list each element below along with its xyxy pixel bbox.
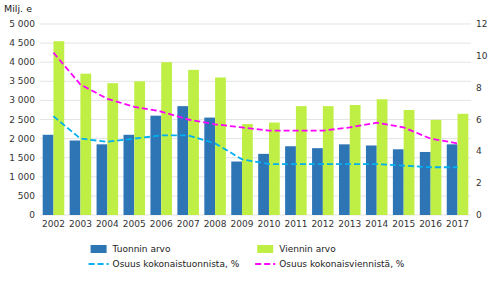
plot-area: [43, 41, 469, 215]
x-tick-label: 2002: [42, 219, 65, 229]
x-tick-label: 2016: [419, 219, 442, 229]
bar: [80, 74, 91, 215]
x-tick-label: 2012: [311, 219, 334, 229]
x-tick-label: 2003: [69, 219, 92, 229]
x-tick-label: 2008: [204, 219, 227, 229]
y2-tick-label: 2: [476, 178, 482, 188]
y-tick-label: 2 000: [9, 134, 35, 144]
legend-label: Viennin arvo: [279, 244, 336, 254]
legend-item: Osuus kokonaistuonnista, %: [89, 259, 240, 269]
bar: [404, 110, 415, 215]
x-tick-label: 2015: [392, 219, 415, 229]
x-tick-label: 2004: [96, 219, 119, 229]
x-tick-label: 2009: [231, 219, 254, 229]
bar: [97, 144, 108, 215]
x-tick-label: 2005: [123, 219, 146, 229]
legend-label: Osuus kokonaistuonnista, %: [113, 259, 240, 269]
y-tick-label: 3 500: [9, 76, 35, 86]
bar: [242, 124, 253, 215]
y-axis-label: Milj. e: [4, 3, 32, 14]
bar: [339, 144, 350, 215]
y-tick-label: 1 500: [9, 153, 35, 163]
bar: [231, 162, 242, 215]
line: [53, 53, 457, 144]
grid-line: [40, 100, 471, 101]
bar: [323, 106, 334, 215]
bar: [124, 135, 135, 215]
x-tick-label: 2006: [150, 219, 173, 229]
y-tick-label: 1 000: [9, 172, 35, 182]
legend-item: Tuonnin arvo: [91, 244, 171, 254]
bar: [447, 144, 458, 215]
y-tick-label: 4 500: [9, 38, 35, 48]
bar: [269, 123, 280, 215]
y2-tick-label: 0: [476, 210, 482, 220]
x-tick-label: 2017: [446, 219, 469, 229]
y-tick-label: 4 000: [9, 57, 35, 67]
bar: [312, 148, 323, 215]
bar: [296, 106, 307, 215]
x-tick-label: 2007: [177, 219, 200, 229]
legend-item: Viennin arvo: [257, 244, 336, 254]
x-tick-label: 2011: [284, 219, 307, 229]
y-tick-label: 0: [29, 210, 35, 220]
bar: [107, 83, 118, 215]
y-tick-label: 5 000: [9, 19, 35, 29]
bar: [377, 99, 388, 215]
legend-item: Osuus kokonaisviennistä, %: [255, 259, 405, 269]
bar: [215, 77, 226, 215]
grid-line: [40, 81, 471, 82]
y-tick-label: 2 500: [9, 115, 35, 125]
bar-series: [43, 106, 458, 215]
bar: [177, 106, 188, 215]
y2-tick-label: 4: [476, 146, 482, 156]
y2-tick-label: 8: [476, 83, 482, 93]
y-tick-label: 3 000: [9, 95, 35, 105]
bar: [43, 135, 54, 215]
chart: 0 500 1 000 1 500 2 000 2 500 3 000 3 500 4 000 4…: [0, 0, 493, 281]
legend-swatch: [89, 263, 109, 265]
grid-line: [40, 43, 471, 44]
bar: [366, 145, 377, 215]
legend-label: Tuonnin arvo: [112, 244, 171, 254]
y2-tick-label: 10: [476, 51, 488, 61]
x-tick-label: 2014: [365, 219, 388, 229]
bar: [350, 105, 361, 215]
legend-swatch: [257, 245, 273, 253]
bar: [188, 70, 199, 215]
bar: [285, 146, 296, 215]
legend: Tuonnin arvo Viennin arvo Osuus kokonaistu…: [89, 244, 405, 269]
y2-tick-label: 12: [476, 19, 487, 29]
y2-tick-label: 6: [476, 115, 482, 125]
bar: [204, 118, 215, 215]
grid-line: [40, 62, 471, 63]
bar: [70, 141, 81, 215]
bar: [150, 116, 161, 215]
line: [53, 116, 457, 167]
grid: [40, 24, 471, 215]
bar: [393, 149, 404, 215]
legend-swatch: [91, 245, 107, 253]
x-tick-label: 2010: [258, 219, 281, 229]
bar-series: [53, 41, 468, 215]
legend-label: Osuus kokonaisviennistä, %: [279, 259, 405, 269]
bar: [161, 62, 172, 215]
bar: [134, 81, 145, 215]
y-tick-label: 500: [18, 191, 35, 201]
legend-swatch: [255, 263, 275, 265]
grid-line: [40, 24, 471, 25]
x-tick-label: 2013: [338, 219, 361, 229]
bar: [53, 41, 64, 215]
bar: [420, 152, 431, 215]
bar: [458, 114, 469, 215]
